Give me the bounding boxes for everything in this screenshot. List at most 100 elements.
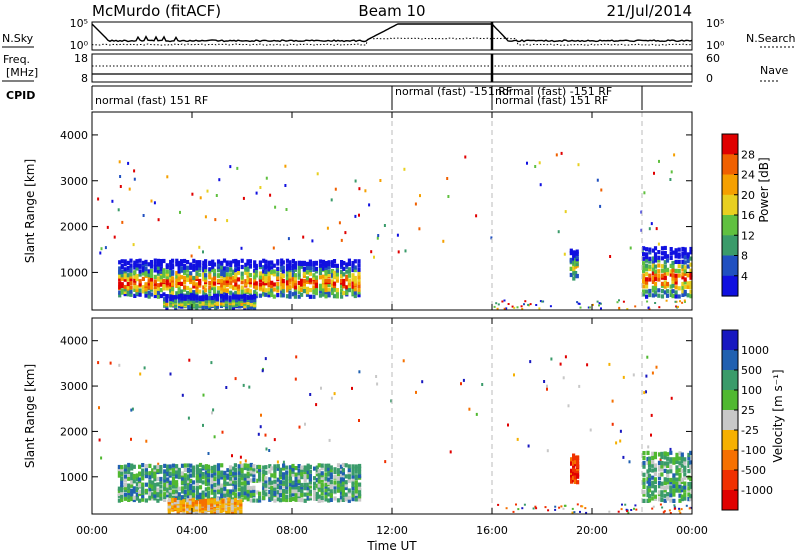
heatmap-cell [252, 464, 256, 469]
heatmap-cell [276, 477, 280, 482]
heatmap-cell [575, 251, 579, 256]
heatmap-cell [357, 259, 361, 264]
heatmap-cell [222, 269, 227, 274]
heatmap-cell [281, 265, 285, 270]
heatmap-cell [208, 275, 212, 280]
heatmap-cell [297, 260, 301, 265]
heatmap-cell [689, 464, 693, 470]
scatter-cell [615, 441, 618, 445]
heatmap-cell [229, 272, 233, 277]
heatmap-cell [576, 472, 580, 477]
heatmap-cell [268, 480, 272, 485]
heatmap-cell [324, 482, 328, 487]
scatter-cell [617, 510, 620, 513]
heatmap-cell [671, 276, 675, 281]
heatmap-cell [258, 260, 262, 265]
heatmap-cell [118, 290, 122, 295]
heatmap-cell [215, 296, 219, 301]
power-colorbar-label: Power [dB] [757, 157, 771, 222]
heatmap-cell [191, 497, 195, 502]
scatter-cell [287, 237, 290, 241]
colorbar-tick-label: 16 [741, 209, 755, 222]
heatmap-cell [315, 478, 319, 483]
heatmap-cell [176, 499, 180, 505]
heatmap-cell [228, 476, 233, 481]
heatmap-cell [653, 258, 658, 263]
heatmap-cell [207, 503, 211, 508]
heatmap-cell [285, 494, 289, 499]
heatmap-cell [156, 286, 161, 291]
heatmap-cell [120, 269, 124, 274]
heatmap-cell [191, 492, 196, 497]
scatter-cell [643, 191, 646, 195]
heatmap-cell [151, 483, 155, 488]
scatter-cell [121, 220, 124, 224]
heatmap-cell [151, 471, 155, 476]
heatmap-cell [213, 476, 217, 481]
heatmap-cell [171, 501, 175, 506]
heatmap-cell [228, 479, 233, 484]
heatmap-cell [228, 295, 232, 300]
heatmap-cell [291, 489, 295, 494]
heatmap-cell [314, 275, 318, 280]
scatter-cell [688, 507, 691, 510]
heatmap-cell [216, 474, 221, 479]
colorbar-segment [722, 215, 738, 236]
y-tick-label: 4000 [60, 129, 88, 142]
scatter-cell [354, 179, 357, 183]
heatmap-cell [141, 463, 145, 468]
heatmap-cell [253, 293, 257, 299]
heatmap-cell [233, 497, 238, 502]
heatmap-cell [671, 250, 675, 255]
scatter-cell [302, 235, 305, 239]
heatmap-cell [246, 288, 250, 293]
heatmap-cell [186, 494, 191, 499]
scatter-cell [493, 305, 496, 308]
heatmap-cell [117, 498, 121, 503]
heatmap-cell [321, 289, 326, 294]
heatmap-cell [256, 469, 260, 474]
heatmap-cell [339, 497, 344, 502]
heatmap-cell [180, 261, 184, 267]
heatmap-cell [162, 284, 166, 289]
heatmap-cell [126, 260, 130, 265]
heatmap-cell [238, 304, 242, 309]
colorbar-tick-label: -100 [741, 444, 766, 457]
heatmap-cell [291, 258, 295, 264]
heatmap-cell [211, 285, 215, 291]
heatmap-cell [246, 485, 250, 490]
heatmap-cell [324, 294, 328, 299]
heatmap-cell [683, 271, 687, 276]
colorbar-segment [722, 194, 738, 216]
heatmap-cell [305, 290, 310, 295]
heatmap-cell [147, 294, 151, 299]
heatmap-cell [174, 303, 178, 308]
heatmap-cell [653, 246, 658, 251]
heatmap-cell [132, 495, 136, 500]
heatmap-cell [244, 279, 248, 284]
heatmap-cell [572, 271, 576, 276]
heatmap-cell [674, 294, 678, 299]
heatmap-cell [213, 470, 217, 476]
scatter-cell [133, 177, 136, 181]
heatmap-cell [339, 495, 344, 500]
heatmap-cell [329, 475, 333, 480]
heatmap-cell [180, 281, 184, 286]
heatmap-cell [293, 265, 297, 270]
heatmap-cell [689, 280, 693, 285]
heatmap-cell [306, 463, 310, 468]
scatter-cell [527, 444, 530, 448]
heatmap-cell [202, 260, 206, 265]
heatmap-cell [168, 485, 172, 490]
heatmap-cell [651, 288, 655, 293]
heatmap-cell [210, 483, 214, 488]
heatmap-cell [686, 293, 690, 298]
heatmap-cell [216, 480, 221, 485]
scatter-cell [264, 433, 267, 437]
heatmap-cell [188, 506, 192, 511]
heatmap-cell [211, 277, 215, 282]
heatmap-cell [663, 477, 667, 482]
heatmap-cell [148, 495, 152, 500]
heatmap-cell [653, 292, 658, 297]
heatmap-cell [248, 263, 252, 268]
